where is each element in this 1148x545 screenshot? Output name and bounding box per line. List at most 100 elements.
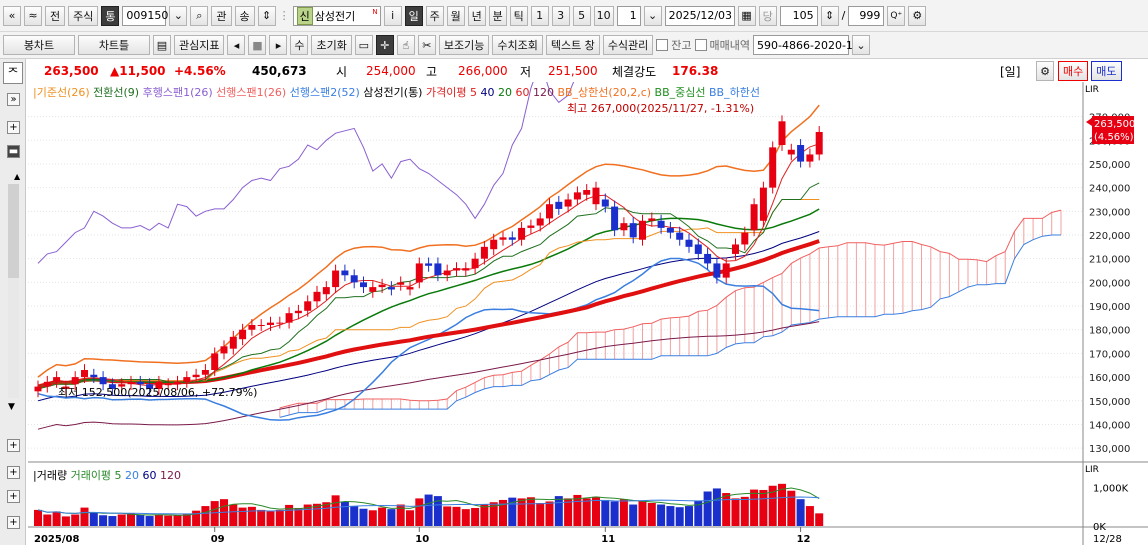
minute-1-button[interactable]: 1 (530, 5, 549, 26)
pointer-icon: ☝ (402, 38, 410, 52)
tong-button[interactable]: 통 (101, 5, 120, 26)
candle-body (778, 121, 786, 145)
count-input[interactable]: 105 (779, 5, 818, 26)
volume-bar (601, 499, 610, 526)
period-tick-button[interactable]: 틱 (509, 5, 528, 26)
chart-frame-button[interactable]: 차트틀 (78, 35, 150, 55)
indicator-button[interactable]: 관심지표 (174, 35, 225, 55)
volume-bar (787, 490, 796, 526)
volume-legend-item-4: 120 (156, 469, 182, 482)
ma120-line (37, 321, 820, 430)
volume-bar (629, 504, 638, 526)
candle-body (127, 381, 135, 385)
scroll-down-icon[interactable]: ▼ (8, 402, 15, 412)
price-tick: 190,000 (1089, 302, 1130, 313)
crosshair-button[interactable]: ✛ (375, 35, 394, 55)
period-year-button[interactable]: 년 (467, 5, 486, 26)
legend-item-9: 60 (511, 86, 530, 99)
updown-icon: ⇕ (262, 9, 272, 22)
volume-bar (573, 494, 582, 526)
text-window-button[interactable]: 텍스트 창 (545, 35, 600, 55)
pointer-button[interactable]: ☝ (396, 35, 415, 55)
view-tab-icon[interactable]: ᄌ (3, 62, 23, 84)
add-panel-icon[interactable]: + (7, 490, 20, 503)
low-label: 저 (520, 64, 532, 79)
candle-body (666, 227, 674, 233)
minute-3-button[interactable]: 3 (551, 5, 570, 26)
volume-bar (815, 513, 824, 526)
tab-current[interactable]: 전 (45, 5, 66, 26)
balance-checkbox[interactable] (656, 39, 669, 51)
window-button[interactable]: ▭ (354, 35, 373, 55)
end-date: 12/28 (1093, 534, 1122, 545)
count-stepper[interactable]: ⇕ (820, 5, 839, 26)
candle-chart-button[interactable]: 봉차트 (3, 35, 75, 55)
next-button[interactable]: ▸ (269, 35, 288, 55)
folder-icon[interactable]: ▬ (7, 145, 20, 158)
stock-name-field[interactable]: 신 삼성전기 N (292, 5, 381, 26)
candle-body (648, 218, 656, 221)
chart-background (28, 82, 1148, 545)
zoom-button[interactable]: Q⁺ (887, 5, 906, 26)
trades-checkbox[interactable] (694, 39, 707, 51)
stop-button[interactable]: ■ (248, 35, 267, 55)
account-dropdown-button[interactable]: ⌄ (852, 35, 871, 55)
volume-bar (257, 509, 266, 526)
date-input[interactable]: 2025/12/03 (664, 5, 735, 26)
add-panel-icon[interactable]: + (7, 466, 20, 479)
scrollbar-track[interactable] (8, 278, 19, 398)
add-panel-icon[interactable]: + (7, 439, 20, 452)
prev-button[interactable]: ◂ (227, 35, 246, 55)
settings-button[interactable]: ⚙ (1036, 61, 1054, 81)
relation-button[interactable]: 관 (211, 5, 232, 26)
candle-body (99, 377, 107, 385)
dang-button[interactable]: 당 (758, 5, 777, 26)
scissors-button[interactable]: ✂ (417, 35, 436, 55)
info-button[interactable]: i (383, 5, 402, 26)
arrow-right-icon: ▸ (275, 38, 282, 52)
search-button[interactable]: ⌕ (190, 5, 209, 26)
candle-body (313, 291, 321, 302)
formula-manage-button[interactable]: 수식관리 (602, 35, 654, 55)
scrollbar-thumb[interactable] (8, 184, 19, 278)
new-mark: N (372, 7, 378, 16)
su-button[interactable]: 수 (290, 35, 309, 55)
nav-up-button[interactable]: ≈ (24, 5, 42, 26)
add-panel-icon[interactable]: + (7, 121, 20, 134)
period-month-button[interactable]: 월 (446, 5, 465, 26)
minute-dropdown-button[interactable]: ⌄ (643, 5, 662, 26)
reset-button[interactable]: 초기화 (311, 35, 352, 55)
stock-code-input[interactable]: 009150 (122, 5, 168, 26)
aux-function-button[interactable]: 보조기능 (438, 35, 490, 55)
volume-bar (43, 514, 52, 526)
save-button[interactable]: ▤ (153, 35, 171, 55)
num-query-button[interactable]: 수치조회 (492, 35, 543, 55)
candle-body (759, 187, 767, 221)
period-day-button[interactable]: 일 (404, 5, 423, 26)
period-minute-button[interactable]: 분 (488, 5, 507, 26)
code-dropdown-button[interactable]: ⌄ (169, 5, 188, 26)
candle-body (815, 131, 823, 155)
minute-5-button[interactable]: 5 (572, 5, 591, 26)
add-panel-icon[interactable]: + (7, 516, 20, 529)
period-week-button[interactable]: 주 (425, 5, 444, 26)
price-tick: 200,000 (1089, 278, 1130, 289)
minute-select[interactable]: 1 (616, 5, 641, 26)
total-input[interactable]: 999 (848, 5, 885, 26)
price-chart[interactable]: 270,000260,000250,000240,000230,000220,0… (28, 82, 1148, 545)
settings-button[interactable]: ⚙ (908, 5, 927, 26)
updown-stepper[interactable]: ⇕ (257, 5, 276, 26)
minute-10-button[interactable]: 10 (593, 5, 614, 26)
collapse-icon[interactable]: » (7, 93, 20, 106)
calendar-button[interactable]: ▦ (737, 5, 756, 26)
nav-first-button[interactable]: « (3, 5, 21, 26)
updown-icon: ⇕ (825, 9, 835, 22)
x-tick-label: 11 (601, 534, 615, 545)
tab-stock[interactable]: 주식 (68, 5, 99, 26)
scroll-up-icon[interactable]: ▲ (14, 172, 21, 181)
volume-bar (89, 512, 98, 526)
account-select[interactable]: 590-4866-2020-1 (753, 35, 853, 55)
rank-button[interactable]: 송 (234, 5, 255, 26)
sell-button[interactable]: 매도 (1091, 61, 1122, 81)
buy-button[interactable]: 매수 (1058, 61, 1089, 81)
